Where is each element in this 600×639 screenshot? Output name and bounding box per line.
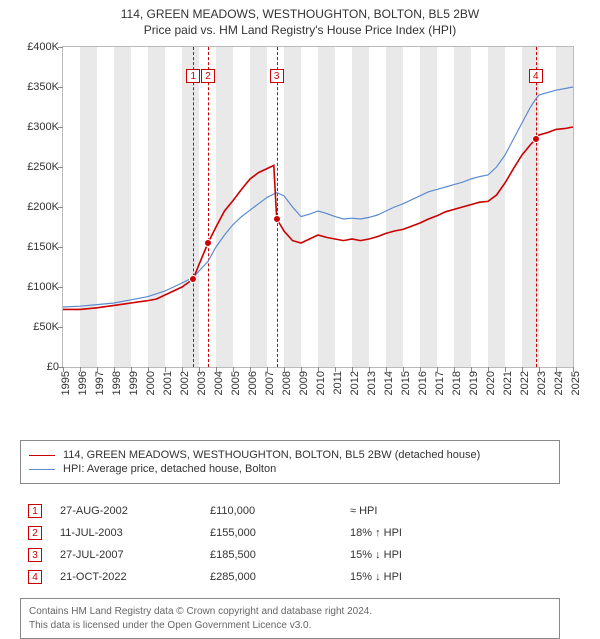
x-tick-label: 2021 bbox=[502, 371, 514, 395]
legend: 114, GREEN MEADOWS, WESTHOUGHTON, BOLTON… bbox=[20, 440, 560, 484]
sales-row-date: 11-JUL-2003 bbox=[60, 527, 210, 539]
sales-row-delta: 18% ↑ HPI bbox=[350, 527, 552, 539]
sale-marker-point bbox=[532, 135, 540, 143]
x-tick-label: 2015 bbox=[400, 371, 412, 395]
sales-row-index: 3 bbox=[28, 548, 42, 562]
sales-row: 3 27-JUL-2007£185,50015% ↓ HPI bbox=[20, 544, 560, 566]
sale-marker-point bbox=[189, 275, 197, 283]
x-tick-label: 2013 bbox=[366, 371, 378, 395]
legend-label: HPI: Average price, detached house, Bolt… bbox=[63, 463, 276, 475]
sales-row-delta: 15% ↓ HPI bbox=[350, 571, 552, 583]
sale-marker-point bbox=[273, 215, 281, 223]
title-line-1: 114, GREEN MEADOWS, WESTHOUGHTON, BOLTON… bbox=[0, 6, 600, 22]
x-tick-label: 2008 bbox=[281, 371, 293, 395]
x-tick-label: 2019 bbox=[468, 371, 480, 395]
series-subject bbox=[63, 127, 573, 309]
sales-row-price: £110,000 bbox=[210, 505, 350, 517]
x-tick-label: 2017 bbox=[434, 371, 446, 395]
sales-row: 1 27-AUG-2002£110,000≈ HPI bbox=[20, 500, 560, 522]
sales-row-index: 2 bbox=[28, 526, 42, 540]
legend-item: 114, GREEN MEADOWS, WESTHOUGHTON, BOLTON… bbox=[29, 449, 551, 461]
x-tick-label: 2000 bbox=[145, 371, 157, 395]
sales-row: 4 21-OCT-2022£285,00015% ↓ HPI bbox=[20, 566, 560, 588]
x-tick-label: 2018 bbox=[451, 371, 463, 395]
legend-item: HPI: Average price, detached house, Bolt… bbox=[29, 463, 551, 475]
x-tick-label: 2010 bbox=[315, 371, 327, 395]
chart: £0£50K£100K£150K£200K£250K£300K£350K£400… bbox=[20, 42, 580, 402]
x-tick-label: 2023 bbox=[536, 371, 548, 395]
x-tick-label: 1996 bbox=[77, 371, 89, 395]
sale-marker-point bbox=[204, 239, 212, 247]
x-tick-label: 2006 bbox=[247, 371, 259, 395]
attribution: Contains HM Land Registry data © Crown c… bbox=[20, 598, 560, 639]
x-tick-label: 2022 bbox=[519, 371, 531, 395]
sales-row-date: 27-JUL-2007 bbox=[60, 549, 210, 561]
x-tick-label: 2002 bbox=[179, 371, 191, 395]
legend-swatch bbox=[29, 455, 55, 457]
line-layer bbox=[63, 47, 573, 367]
x-tick-label: 2014 bbox=[383, 371, 395, 395]
sales-row-price: £285,000 bbox=[210, 571, 350, 583]
chart-title: 114, GREEN MEADOWS, WESTHOUGHTON, BOLTON… bbox=[0, 0, 600, 38]
x-tick-label: 2009 bbox=[298, 371, 310, 395]
x-tick-label: 2007 bbox=[264, 371, 276, 395]
sales-row-delta: 15% ↓ HPI bbox=[350, 549, 552, 561]
x-tick-label: 2003 bbox=[196, 371, 208, 395]
sales-row-date: 27-AUG-2002 bbox=[60, 505, 210, 517]
legend-swatch bbox=[29, 469, 55, 471]
x-tick-label: 2004 bbox=[213, 371, 225, 395]
sales-row-delta: ≈ HPI bbox=[350, 505, 552, 517]
sales-row-index: 4 bbox=[28, 570, 42, 584]
x-tick-label: 1997 bbox=[94, 371, 106, 395]
x-tick-label: 2012 bbox=[349, 371, 361, 395]
x-tick-label: 1995 bbox=[60, 371, 72, 395]
x-tick-label: 2001 bbox=[162, 371, 174, 395]
sales-row: 2 11-JUL-2003£155,00018% ↑ HPI bbox=[20, 522, 560, 544]
sales-row-index: 1 bbox=[28, 504, 42, 518]
x-tick-label: 1998 bbox=[111, 371, 123, 395]
legend-label: 114, GREEN MEADOWS, WESTHOUGHTON, BOLTON… bbox=[63, 449, 480, 461]
x-tick-label: 2016 bbox=[417, 371, 429, 395]
x-tick-label: 2020 bbox=[485, 371, 497, 395]
title-line-2: Price paid vs. HM Land Registry's House … bbox=[0, 22, 600, 38]
x-tick-label: 2024 bbox=[553, 371, 565, 395]
sales-row-price: £185,500 bbox=[210, 549, 350, 561]
attribution-line-1: Contains HM Land Registry data © Crown c… bbox=[29, 605, 551, 619]
sales-row-price: £155,000 bbox=[210, 527, 350, 539]
x-tick-label: 1999 bbox=[128, 371, 140, 395]
attribution-line-2: This data is licensed under the Open Gov… bbox=[29, 619, 551, 633]
series-hpi bbox=[63, 87, 573, 307]
sales-row-date: 21-OCT-2022 bbox=[60, 571, 210, 583]
sales-table: 1 27-AUG-2002£110,000≈ HPI 2 11-JUL-2003£15… bbox=[20, 494, 560, 594]
x-tick-label: 2025 bbox=[570, 371, 582, 395]
plot-area: £0£50K£100K£150K£200K£250K£300K£350K£400… bbox=[62, 46, 574, 368]
x-tick-label: 2011 bbox=[332, 371, 344, 395]
x-tick-label: 2005 bbox=[230, 371, 242, 395]
